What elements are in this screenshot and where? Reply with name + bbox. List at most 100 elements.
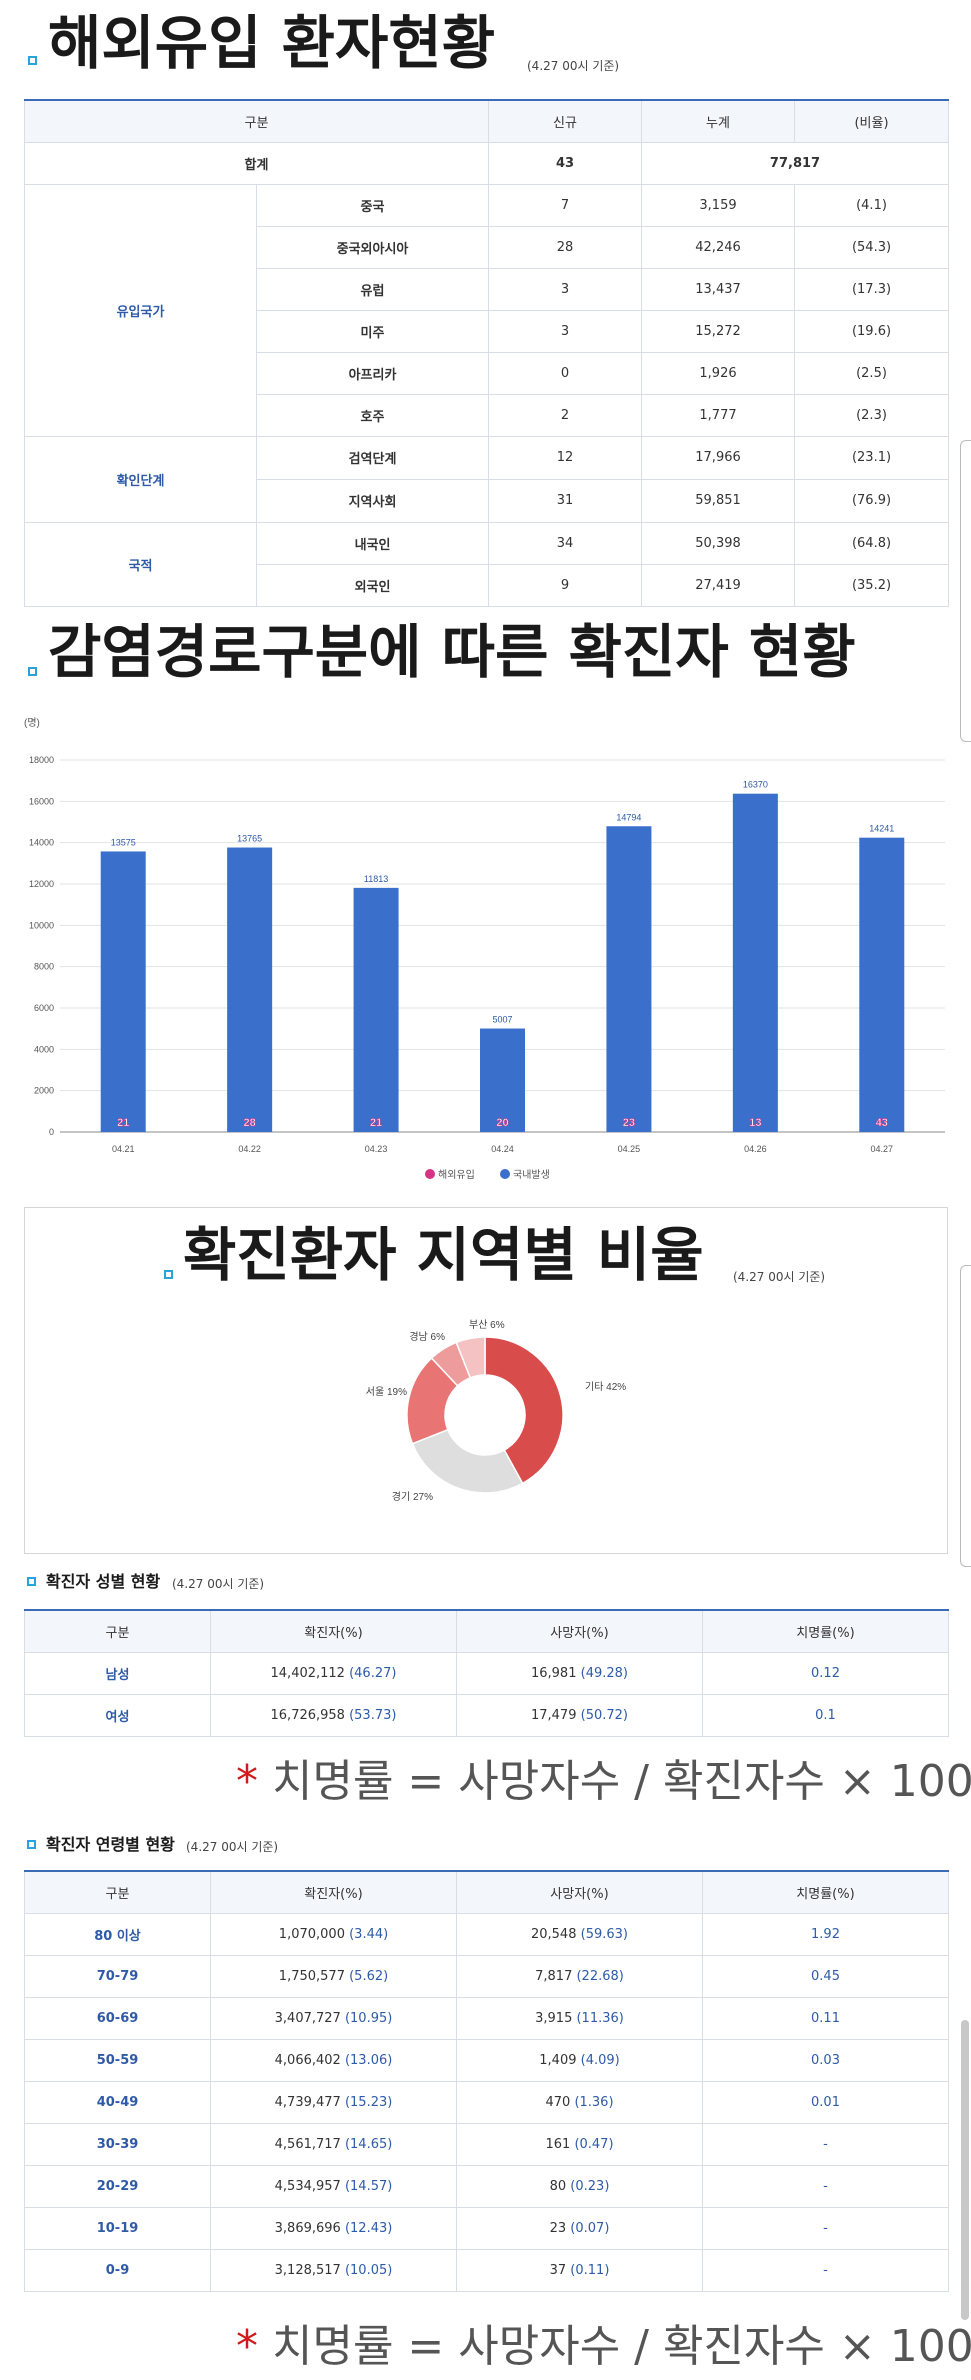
row-cumulative: 3,159 bbox=[641, 183, 796, 227]
side-handle[interactable] bbox=[960, 440, 971, 742]
gender-table: 구분 확진자(%) 사망자(%) 치명률(%) 남성 14,402,112 (4… bbox=[24, 1609, 949, 1737]
header-confirmed: 확진자(%) bbox=[210, 1609, 457, 1653]
row-ratio: (4.1) bbox=[794, 183, 950, 227]
region-ratio-panel bbox=[24, 1207, 948, 1554]
x-tick-label: 04.24 bbox=[491, 1144, 514, 1154]
row-new: 3 bbox=[488, 309, 643, 353]
bar-overseas-label: 21 bbox=[117, 1117, 129, 1129]
bar-domestic bbox=[100, 851, 146, 1132]
legend-label: 해외유입 bbox=[438, 1168, 475, 1181]
x-tick-label: 04.26 bbox=[744, 1144, 767, 1154]
row-new: 3 bbox=[488, 267, 643, 311]
row-deaths: 17,479 (50.72) bbox=[456, 1693, 703, 1737]
row-confirmed: 1,750,577 (5.62) bbox=[210, 1954, 457, 1998]
header-category: 구분 bbox=[24, 1870, 211, 1914]
row-label: 지역사회 bbox=[255, 478, 490, 523]
row-confirmed: 3,407,727 (10.95) bbox=[210, 1996, 457, 2040]
overseas-inflow-table: 구분 신규 누계 (비율) 합계 43 77,817 유입국가 중국 7 3,1… bbox=[23, 99, 950, 607]
region-ratio-donut-chart: 기타 42% 경기 27% 서울 19% 경남 6% 부산 6% bbox=[366, 1319, 627, 1503]
y-tick-label: 12000 bbox=[29, 879, 54, 889]
pie-slice bbox=[411, 1428, 524, 1494]
row-confirmed: 4,561,717 (14.65) bbox=[210, 2122, 457, 2166]
pie-title: 확진환자 지역별 비율 bbox=[183, 1221, 704, 1289]
row-fatality-rate: 1.92 bbox=[702, 1912, 949, 1956]
table-row: 남성 14,402,112 (46.27) 16,981 (49.28) 0.1… bbox=[24, 1651, 949, 1695]
row-confirmed: 1,070,000 (3.44) bbox=[210, 1912, 457, 1956]
legend-swatch bbox=[425, 1169, 435, 1179]
table-row: 유럽 3 13,437 (17.3) bbox=[25, 267, 950, 311]
row-ratio: (23.1) bbox=[794, 435, 950, 480]
group-label: 확인단계 bbox=[24, 435, 257, 523]
x-tick-label: 04.22 bbox=[238, 1144, 261, 1154]
bar-domestic bbox=[606, 826, 652, 1132]
row-deaths: 1,409 (4.09) bbox=[456, 2038, 703, 2082]
row-label: 여성 bbox=[24, 1693, 211, 1737]
row-cumulative: 50,398 bbox=[641, 521, 796, 565]
total-new: 43 bbox=[488, 141, 643, 185]
row-fatality-rate: 0.1 bbox=[702, 1693, 949, 1737]
table-row: 80 이상 1,070,000 (3.44) 20,548 (59.63) 1.92 bbox=[24, 1912, 949, 1956]
row-cumulative: 1,926 bbox=[641, 351, 796, 395]
age-title: 확진자 연령별 현황 bbox=[46, 1835, 175, 1854]
y-tick-label: 18000 bbox=[29, 755, 54, 765]
row-fatality-rate: - bbox=[702, 2206, 949, 2250]
row-new: 28 bbox=[488, 225, 643, 269]
age-formula-note: * 치명률 = 사망자수 / 확진자수 × 100 bbox=[236, 2321, 971, 2372]
row-deaths: 23 (0.07) bbox=[456, 2206, 703, 2250]
asterisk-icon: * bbox=[236, 2321, 258, 2372]
row-label: 내국인 bbox=[255, 521, 490, 565]
bar-overseas-label: 23 bbox=[623, 1117, 635, 1129]
header-category: 구분 bbox=[23, 99, 490, 143]
row-label: 중국외아시아 bbox=[255, 225, 490, 269]
side-handle[interactable] bbox=[960, 1265, 971, 1567]
row-ratio: (2.3) bbox=[794, 393, 950, 437]
bar-overseas-label: 21 bbox=[370, 1117, 382, 1129]
row-deaths: 161 (0.47) bbox=[456, 2122, 703, 2166]
row-cumulative: 15,272 bbox=[641, 309, 796, 353]
scrollbar-thumb[interactable] bbox=[961, 2020, 969, 2320]
y-tick-label: 10000 bbox=[29, 920, 54, 930]
pie-note: (4.27 00시 기준) bbox=[733, 1270, 826, 1284]
row-ratio: (19.6) bbox=[794, 309, 950, 353]
age-note: (4.27 00시 기준) bbox=[186, 1840, 279, 1854]
section-bullet-icon bbox=[28, 667, 37, 676]
row-fatality-rate: 0.01 bbox=[702, 2080, 949, 2124]
header-ratio: (비율) bbox=[794, 99, 950, 143]
y-tick-label: 8000 bbox=[34, 962, 54, 972]
row-cumulative: 59,851 bbox=[641, 478, 796, 523]
bar-domestic bbox=[480, 1028, 525, 1132]
table-row: 50-59 4,066,402 (13.06) 1,409 (4.09) 0.03 bbox=[24, 2038, 949, 2082]
row-label: 50-59 bbox=[24, 2038, 211, 2082]
row-label: 아프리카 bbox=[255, 351, 490, 395]
table-row: 10-19 3,869,696 (12.43) 23 (0.07) - bbox=[24, 2206, 949, 2250]
row-fatality-rate: - bbox=[702, 2164, 949, 2208]
row-confirmed: 14,402,112 (46.27) bbox=[210, 1651, 457, 1695]
row-label: 중국 bbox=[255, 183, 490, 227]
table-row-total: 합계 43 77,817 bbox=[23, 141, 950, 185]
row-fatality-rate: 0.11 bbox=[702, 1996, 949, 2040]
section-bullet-icon bbox=[27, 1577, 36, 1586]
row-cumulative: 42,246 bbox=[641, 225, 796, 269]
row-label: 검역단계 bbox=[255, 435, 490, 480]
bar-domestic bbox=[732, 793, 778, 1132]
row-label: 0-9 bbox=[24, 2248, 211, 2292]
row-cumulative: 1,777 bbox=[641, 393, 796, 437]
asterisk-icon: * bbox=[236, 1756, 258, 1807]
header-new: 신규 bbox=[488, 99, 643, 143]
x-tick-label: 04.21 bbox=[112, 1144, 135, 1154]
table-row: 국적 내국인 34 50,398 (64.8) bbox=[24, 521, 950, 607]
row-fatality-rate: 0.12 bbox=[702, 1651, 949, 1695]
header-deaths: 사망자(%) bbox=[456, 1609, 703, 1653]
section-bullet-icon bbox=[28, 56, 37, 65]
bar-overseas-label: 20 bbox=[496, 1117, 508, 1129]
header-cumulative: 누계 bbox=[641, 99, 796, 143]
legend-label: 국내발생 bbox=[513, 1169, 550, 1181]
header-deaths: 사망자(%) bbox=[456, 1870, 703, 1914]
x-tick-label: 04.25 bbox=[618, 1144, 641, 1154]
section1-note: (4.27 00시 기준) bbox=[527, 59, 620, 73]
header-fatality-rate: 치명률(%) bbox=[702, 1870, 949, 1914]
row-fatality-rate: 0.03 bbox=[702, 2038, 949, 2082]
table-row: 70-79 1,750,577 (5.62) 7,817 (22.68) 0.45 bbox=[24, 1954, 949, 1998]
y-tick-label: 14000 bbox=[29, 838, 54, 848]
row-cumulative: 13,437 bbox=[641, 267, 796, 311]
